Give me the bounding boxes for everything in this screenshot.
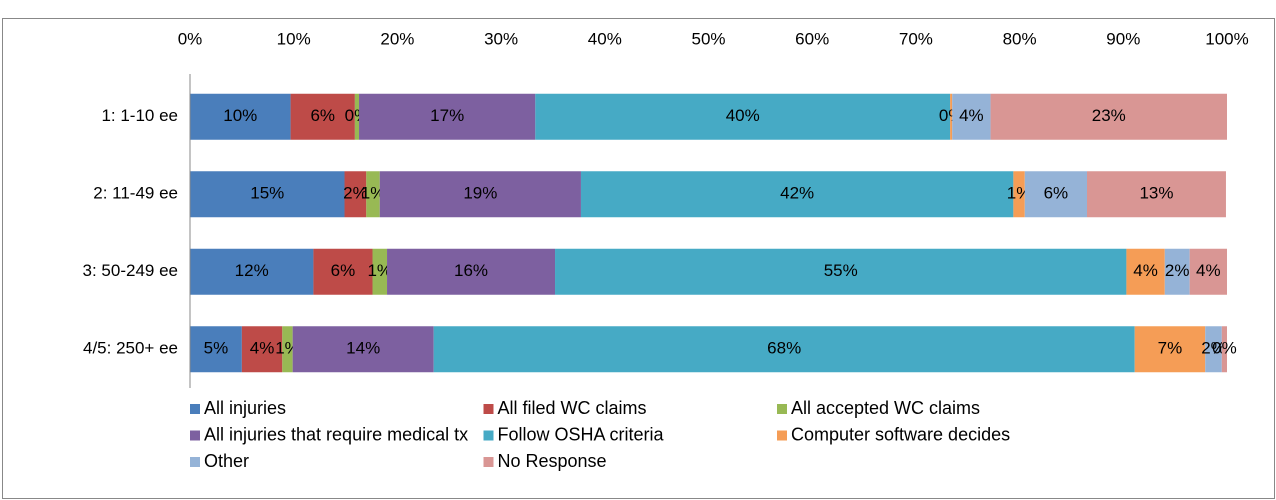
legend-swatch [190,430,200,441]
legend-label: All filed WC claims [498,398,647,418]
bar-segment [952,93,991,140]
data-label: 2% [1201,339,1226,358]
bar-segment [359,93,536,140]
legend-label: All injuries that require medical tx [204,424,468,444]
data-label: 23% [1092,106,1126,125]
data-label: 1% [361,184,386,203]
x-tick-label: 80% [1003,29,1037,48]
data-label: 5% [204,339,229,358]
data-label: 4% [250,339,275,358]
bar-segment [190,171,345,218]
legend-label: No Response [498,451,607,471]
bar-segment [366,171,380,218]
bar-segment [190,93,291,140]
bar-segment [1087,171,1226,218]
bar-segment [282,326,293,373]
y-tick-label: 3: 50-249 ee [83,261,178,280]
bar-segment [344,171,367,218]
legend: All injuries All filed WC claims All accep… [190,398,1010,471]
legend-label: Other [204,451,249,471]
data-label: 14% [346,339,380,358]
data-label: 68% [767,339,801,358]
bar-segment [190,248,314,295]
x-tick-label: 60% [795,29,829,48]
bar-segment [354,93,360,140]
legend-swatch [483,457,494,467]
bar-segment [372,248,388,295]
bar-segment [950,93,953,140]
data-label: 19% [463,184,497,203]
data-label: 6% [331,261,356,280]
x-tick-label: 70% [899,29,933,48]
data-label: 55% [824,261,858,280]
legend-label: All accepted WC claims [791,398,980,418]
bar-segment [241,326,283,373]
bar-segment [1134,326,1206,373]
legend-label: Follow OSHA criteria [498,424,665,444]
bar-segment [1013,171,1025,218]
data-label: 13% [1139,184,1173,203]
data-label: 1% [367,261,392,280]
bar-segment [290,93,355,140]
data-label: 6% [1044,184,1069,203]
x-tick-label: 40% [588,29,622,48]
bar-segment [313,248,373,295]
bar-segment [1221,326,1227,373]
bar-segment [433,326,1135,373]
data-label: 2% [1165,261,1190,280]
bar-segment [1126,248,1165,295]
bar-segment [1205,326,1222,373]
data-label: 7% [1158,339,1183,358]
bar-segment [190,326,242,373]
bar-segment [292,326,434,373]
data-label: 40% [726,106,760,125]
x-tick-label: 50% [691,29,725,48]
y-tick-label: 1: 1-10 ee [101,106,178,125]
bar-segment [379,171,581,218]
legend-swatch [190,404,200,414]
bar-segment [555,248,1127,295]
data-label: 4% [1133,261,1158,280]
x-tick-label: 100% [1205,29,1248,48]
legend-swatch [483,404,494,414]
legend-label: Computer software decides [791,424,1010,444]
bar-segment [580,171,1014,218]
x-tick-label: 90% [1106,29,1140,48]
data-label: 4% [959,106,984,125]
data-label: 42% [780,184,814,203]
data-label: 4% [1196,261,1221,280]
bar-segment [1024,171,1088,218]
legend-swatch [483,430,494,441]
y-tick-label: 4/5: 250+ ee [83,339,178,358]
bar-segment [387,248,556,295]
data-label: 10% [223,106,257,125]
legend-swatch [190,457,200,467]
x-tick-label: 20% [380,29,414,48]
bar-segment [1189,248,1227,295]
data-label: 12% [235,261,269,280]
legend-swatch [777,404,787,414]
data-label: 2% [343,184,368,203]
y-tick-label: 2: 11-49 ee [93,184,178,203]
bar-segment [990,93,1227,140]
x-tick-label: 0% [178,29,203,48]
legend-swatch [777,430,787,441]
bar-segment [535,93,951,140]
bar-segment [1164,248,1190,295]
data-label: 15% [250,184,284,203]
x-tick-label: 30% [484,29,518,48]
data-label: 17% [430,106,464,125]
data-label: 0% [1212,339,1237,358]
legend-label: All injuries [204,398,286,418]
data-label: 16% [454,261,488,280]
data-label: 6% [310,106,335,125]
x-tick-label: 10% [277,29,311,48]
